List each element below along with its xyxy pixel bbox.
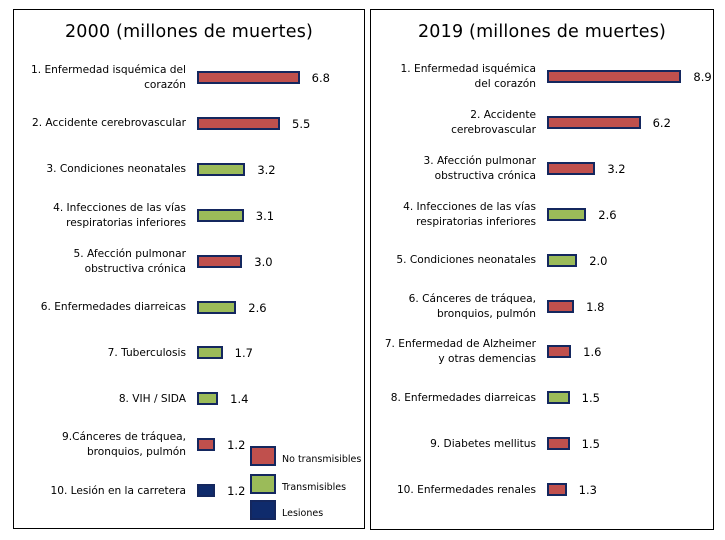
- category-label: 8. VIH / SIDA: [118, 392, 186, 405]
- legend-item-transmisibles: Transmisibles: [250, 474, 365, 496]
- bar-row-2019: 9. Diabetes mellitus 1.5: [371, 424, 713, 464]
- value-label: 1.2: [227, 438, 246, 453]
- value-label: 6.8: [311, 71, 330, 85]
- bar: [547, 437, 570, 451]
- bar-row-2000: 9.Cánceres de tráquea, bronquios, pulmón…: [14, 425, 364, 465]
- value-label: 2.0: [589, 253, 608, 268]
- bar: [197, 71, 300, 84]
- bar-row-2019: 8. Enfermedades diarreicas 1.5: [371, 378, 713, 418]
- category-label: 7. Tuberculosis: [107, 346, 186, 359]
- chart-panel-2000: 2000 (millones de muertes) 1. Enfermedad…: [13, 9, 365, 529]
- bar-row-2019: 1. Enfermedad isquémica del corazón 8.9: [371, 57, 713, 97]
- category-label: 10. Lesión en la carretera: [50, 484, 186, 497]
- bar-row-2019: 7. Enfermedad de Alzheimer y otras demen…: [371, 332, 713, 372]
- legend-swatch-no-transmisibles: [250, 446, 276, 466]
- category-label: 8. Enfermedades diarreicas: [390, 391, 536, 404]
- legend-item-lesiones: Lesiones: [250, 500, 365, 522]
- category-label: 6. Enfermedades diarreicas: [40, 301, 186, 313]
- bar-row-2019: 10. Enfermedades renales 1.3: [371, 470, 713, 510]
- bar-row-2000: 7. Tuberculosis 1.7: [14, 333, 364, 373]
- bar-row-2000: 5. Afección pulmonar obstructiva crónica…: [14, 242, 364, 282]
- value-label: 3.0: [254, 254, 273, 269]
- bar-row-2000: 4. Infecciones de las vías respiratorias…: [14, 196, 364, 236]
- legend-label-no-transmisibles: No transmisibles: [282, 454, 362, 465]
- bar-row-2019: 5. Condiciones neonatales 2.0: [371, 241, 713, 281]
- value-label: 1.5: [581, 437, 600, 452]
- bar: [547, 391, 570, 405]
- bar: [547, 345, 572, 359]
- value-label: 1.2: [227, 484, 246, 499]
- value-label: 3.2: [607, 161, 626, 176]
- legend-swatch-lesiones: [250, 500, 276, 520]
- category-label: 9. Diabetes mellitus: [430, 437, 536, 450]
- bar: [547, 70, 682, 83]
- bar-row-2000: 2. Accidente cerebrovascular 5.5: [14, 104, 364, 144]
- bar-row-2019: 4. Infecciones de las vías respiratorias…: [371, 195, 713, 235]
- bar-row-2000: 6. Enfermedades diarreicas 2.6: [14, 288, 364, 328]
- legend-swatch-transmisibles: [250, 474, 276, 494]
- value-label: 2.6: [248, 300, 267, 315]
- value-label: 8.9: [693, 70, 712, 84]
- category-label: 5. Afección pulmonar obstructiva crónica: [73, 247, 187, 275]
- category-label: 2. Accidente cerebrovascular: [451, 108, 536, 136]
- bar-row-2000: 10. Lesión en la carretera 1.2: [14, 471, 364, 511]
- category-label: 9.Cánceres de tráquea, bronquios, pulmón: [61, 431, 186, 459]
- bar: [197, 300, 237, 314]
- category-label: 4. Infecciones de las vías respiratorias…: [53, 201, 186, 229]
- legend-label-transmisibles: Transmisibles: [282, 482, 347, 493]
- bar: [197, 392, 219, 406]
- bar-row-2000: 1. Enfermedad isquémica del corazón 6.8: [14, 58, 364, 98]
- legend: No transmisibles Transmisibles Lesiones: [250, 446, 365, 528]
- category-label: 4. Infecciones de las vías respiratorias…: [403, 200, 536, 228]
- bar: [197, 254, 243, 268]
- bar: [547, 299, 575, 313]
- value-label: 1.3: [578, 483, 597, 498]
- bar: [547, 161, 596, 175]
- bar-row-2000: 3. Condiciones neonatales 3.2: [14, 150, 364, 190]
- value-label: 1.5: [581, 391, 600, 406]
- value-label: 2.6: [598, 207, 617, 222]
- category-label: 2. Accidente cerebrovascular: [31, 117, 186, 130]
- bar: [197, 116, 281, 130]
- category-label: 3. Condiciones neonatales: [46, 163, 186, 176]
- value-label: 1.4: [230, 392, 249, 407]
- bar: [197, 484, 216, 498]
- bar: [547, 253, 578, 267]
- chart-title-2000: 2000 (millones de muertes): [64, 22, 314, 42]
- legend-label-lesiones: Lesiones: [282, 508, 324, 519]
- value-label: 1.8: [586, 299, 605, 314]
- bar: [197, 346, 223, 360]
- value-label: 3.2: [257, 162, 276, 177]
- value-label: 3.1: [255, 208, 275, 223]
- category-label: 10. Enfermedades renales: [396, 483, 536, 496]
- value-label: 1.6: [583, 345, 602, 360]
- value-label: 5.5: [292, 116, 311, 131]
- chart-title-2019: 2019 (millones de muertes): [417, 22, 667, 42]
- category-label: 1. Enfermedad isquémica del corazón: [400, 63, 536, 90]
- bar: [197, 162, 246, 176]
- bar: [547, 483, 567, 497]
- bar-row-2019: 2. Accidente cerebrovascular 6.2: [371, 103, 713, 143]
- category-label: 7. Enfermedad de Alzheimer y otras demen…: [384, 338, 536, 366]
- bar-row-2019: 3. Afección pulmonar obstructiva crónica…: [371, 149, 713, 189]
- bar: [547, 115, 641, 129]
- category-label: 6. Cánceres de tráquea, bronquios, pulmó…: [408, 292, 536, 320]
- chart-panel-2019: 2019 (millones de muertes) 1. Enfermedad…: [370, 9, 714, 530]
- bar-row-2000: 8. VIH / SIDA 1.4: [14, 379, 364, 419]
- bar: [547, 207, 587, 221]
- legend-item-no-transmisibles: No transmisibles: [250, 446, 365, 468]
- value-label: 1.7: [234, 346, 253, 361]
- category-label: 5. Condiciones neonatales: [396, 254, 536, 267]
- value-label: 6.2: [652, 115, 671, 130]
- category-label: 1. Enfermedad isquémica del corazón: [31, 64, 186, 91]
- category-label: 3. Afección pulmonar obstructiva crónica: [423, 154, 537, 182]
- bar-row-2019: 6. Cánceres de tráquea, bronquios, pulmó…: [371, 287, 713, 327]
- bar: [197, 438, 216, 452]
- bar: [197, 208, 244, 222]
